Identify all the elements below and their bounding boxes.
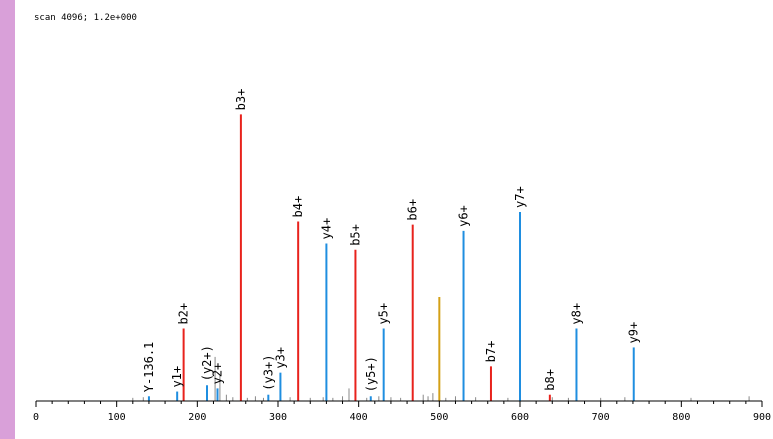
noise-peaks	[132, 356, 750, 401]
x-axis: 0 100 200 300 400 500 600 700 800 900	[33, 400, 771, 423]
side-accent-bar	[0, 0, 15, 439]
peak-label-y3: y3+	[273, 347, 287, 369]
peak-label-y-136.1: Y-136.1	[142, 342, 156, 393]
x-tick-label: 500	[430, 412, 448, 423]
x-tick-label: 200	[188, 412, 206, 423]
peak-label-b8: b8+	[543, 369, 557, 391]
peak-label-y6: y6+	[457, 205, 471, 227]
peak-label-b6: b6+	[406, 199, 420, 221]
x-tick-label: 0	[33, 412, 39, 423]
peak-label-y8: y8+	[569, 303, 583, 325]
peak-label-y3: (y3+)	[261, 355, 275, 391]
peak-labels: y1+ b2+ b3+ y3+ b4+ y4+ b5+ y5+ b6+ y6+ b7+ y7+ b8+ y…	[142, 89, 641, 393]
x-tick-label: 900	[753, 412, 771, 423]
x-tick-label: 600	[511, 412, 529, 423]
x-tick-label: 800	[672, 412, 690, 423]
peak-label-y9: y9+	[627, 322, 641, 344]
annotated-peaks	[147, 114, 635, 401]
x-tick-label: 300	[269, 412, 287, 423]
x-tick-label: 400	[350, 412, 368, 423]
peak-label-b5: b5+	[348, 224, 362, 246]
peak-label-b4: b4+	[291, 196, 305, 218]
peak-label-b3: b3+	[234, 89, 248, 111]
peak-label-y2: y2+	[211, 363, 225, 385]
peak-label-y4: y4+	[319, 218, 333, 240]
scan-label: scan 4096; 1.2e+000	[34, 13, 137, 23]
peak-label-y7: y7+	[513, 186, 527, 208]
peak-label-b7: b7+	[484, 341, 498, 363]
peak-label-y5: y5+	[377, 303, 391, 325]
peak-label-y1: y1+	[170, 366, 184, 388]
peak-label-b2: b2+	[177, 303, 191, 325]
peak-label-y5: (y5+)	[364, 356, 378, 392]
x-tick-label: 700	[592, 412, 610, 423]
peak-label-y2: (y2+)	[200, 345, 214, 381]
x-tick-label: 100	[108, 412, 126, 423]
